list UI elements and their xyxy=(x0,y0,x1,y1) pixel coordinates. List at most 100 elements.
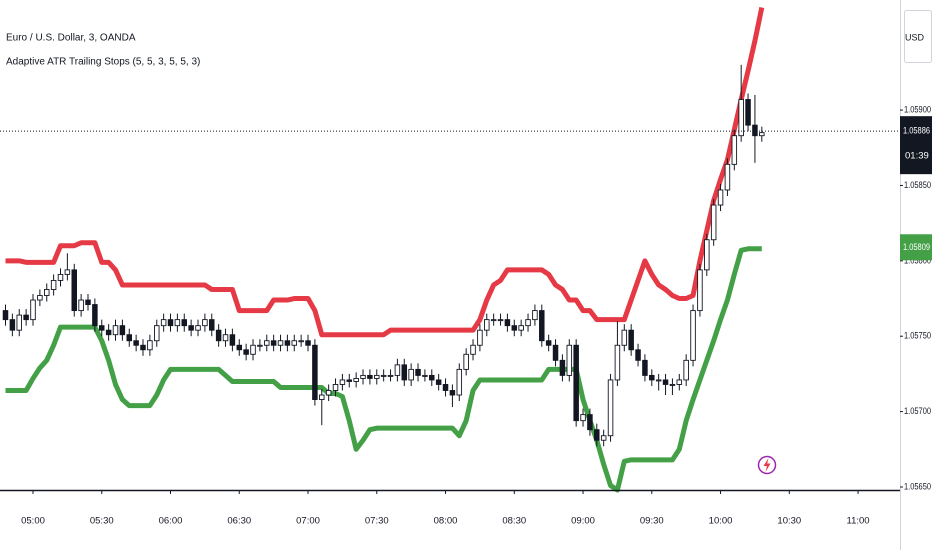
alert-icon[interactable] xyxy=(757,455,777,475)
candle-body xyxy=(367,374,373,379)
candle-body xyxy=(222,334,229,342)
candle-body xyxy=(401,364,408,381)
candle-body xyxy=(415,368,421,376)
candle-body xyxy=(490,319,497,322)
candle-body xyxy=(387,374,394,377)
y-tick-label: 1.05900 xyxy=(904,105,931,116)
candle-body xyxy=(346,379,353,382)
axes: 05:00 05:30 06:00 06:30 07:00 07:30 08:00 08:30… xyxy=(21,105,932,527)
candle-body xyxy=(614,344,621,381)
candle-body xyxy=(112,325,119,336)
y-tick-label: 1.05650 xyxy=(904,482,931,493)
last-price-box xyxy=(900,116,932,175)
candle-body xyxy=(209,319,215,331)
candle-body xyxy=(353,377,359,382)
candle-body xyxy=(690,310,696,361)
candle-body xyxy=(545,340,552,346)
candle-body xyxy=(435,379,442,385)
candle-body xyxy=(559,359,566,376)
x-tick-label: 11:00 xyxy=(847,516,870,527)
currency: USD xyxy=(905,32,925,42)
candle-body xyxy=(580,414,586,422)
candle-body xyxy=(697,269,703,312)
candle-body xyxy=(57,273,64,281)
candle-body xyxy=(215,329,222,342)
candle-body xyxy=(99,325,105,331)
candle-body xyxy=(408,368,414,381)
candle-body xyxy=(752,124,758,137)
candle-body xyxy=(133,340,139,346)
x-tick-label: 06:30 xyxy=(227,516,251,527)
candle-body xyxy=(325,390,332,396)
candle-body xyxy=(126,334,133,342)
candle-body xyxy=(449,390,456,396)
candle-body xyxy=(442,384,449,391)
x-tick-label: 06:00 xyxy=(159,516,183,527)
candle-body xyxy=(147,340,153,351)
trailing-stop-line xyxy=(5,246,762,493)
candle-body xyxy=(683,359,689,381)
candle-body xyxy=(497,319,504,322)
countdown-label: 01:39 xyxy=(905,151,929,162)
candle-body xyxy=(305,340,311,346)
candle-body xyxy=(291,340,298,346)
x-tick-label: 07:30 xyxy=(365,516,389,527)
candle-body xyxy=(250,344,256,355)
candle-body xyxy=(9,319,16,331)
candle-body xyxy=(181,319,188,327)
candle-body xyxy=(270,340,277,346)
candle-body xyxy=(745,99,751,126)
x-tick-label: 08:30 xyxy=(502,516,526,527)
candle-body xyxy=(374,374,380,379)
x-tick-label: 09:00 xyxy=(571,516,595,527)
candle-body xyxy=(731,135,738,165)
candle-body xyxy=(154,325,160,342)
x-tick-label: 05:30 xyxy=(90,516,114,527)
candle-body xyxy=(195,325,201,331)
candle-body xyxy=(539,310,545,342)
candle-body xyxy=(360,374,366,379)
last-stop-label: 1.05809 xyxy=(903,242,930,253)
candle-body xyxy=(92,304,98,327)
candle-body xyxy=(649,374,655,381)
candle-body xyxy=(552,344,559,361)
candle-body xyxy=(339,379,346,385)
last-price-label: 1.05886 xyxy=(903,126,930,137)
candle-body xyxy=(594,429,600,441)
candle-body xyxy=(518,325,524,331)
candle-body xyxy=(710,204,717,241)
candle-body xyxy=(484,319,490,331)
candle-body xyxy=(37,295,43,301)
candle-body xyxy=(71,269,78,312)
candle-body xyxy=(511,325,518,331)
candle-body xyxy=(394,364,401,376)
candle-body xyxy=(566,344,573,376)
candle-body xyxy=(188,325,194,331)
candle-body xyxy=(504,319,511,327)
trailing-stop-line xyxy=(5,7,765,338)
x-tick-label: 05:00 xyxy=(21,516,45,527)
candle-body xyxy=(669,384,676,386)
candle-body xyxy=(85,299,91,306)
candle-body xyxy=(477,329,483,346)
candle-body xyxy=(298,340,304,343)
indicator-label[interactable]: Adaptive ATR Trailing Stops (5, 5, 3, 5,… xyxy=(6,57,200,68)
candle-body xyxy=(642,359,648,376)
candle-body xyxy=(264,340,270,346)
y-tick-label: 1.05700 xyxy=(904,406,931,417)
candle-body xyxy=(525,319,531,327)
candle-body xyxy=(119,325,126,336)
candle-body xyxy=(532,310,538,321)
candle-body xyxy=(44,289,50,296)
candle-body xyxy=(16,314,23,331)
candle-body xyxy=(243,349,249,355)
x-tick-label: 08:00 xyxy=(434,516,458,527)
candle-body xyxy=(167,319,174,327)
candle-body xyxy=(284,340,291,346)
candle-body xyxy=(628,329,634,351)
x-tick-label: 10:30 xyxy=(777,516,801,527)
candle-body xyxy=(312,344,318,400)
candle-body xyxy=(724,163,731,191)
